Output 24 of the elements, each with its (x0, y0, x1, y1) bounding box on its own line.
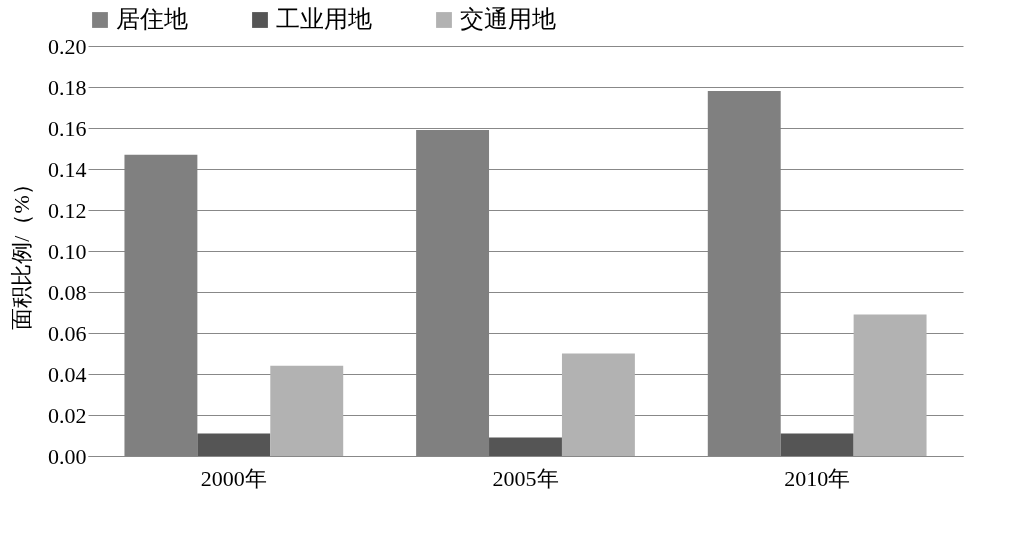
y-tick-label: 0.18 (48, 74, 87, 100)
legend-label: 居住地 (116, 6, 188, 32)
y-axis-title: 面积比例/（%） (9, 173, 34, 330)
bar (561, 353, 635, 456)
x-tick-label: 2010年 (784, 465, 851, 491)
y-tick-label: 0.08 (48, 279, 87, 305)
bar (489, 437, 562, 456)
y-tick-label: 0.10 (48, 238, 87, 264)
y-tick-label: 0.12 (48, 197, 87, 223)
x-tick-label: 2000年 (200, 465, 267, 491)
x-tick-label: 2005年 (492, 465, 559, 491)
legend-label: 交通用地 (460, 6, 556, 32)
bar (780, 433, 854, 456)
y-tick-label: 0.02 (48, 402, 87, 428)
bar (197, 433, 271, 456)
bar (853, 314, 927, 456)
y-tick-label: 0.14 (48, 156, 87, 182)
y-tick-label: 0.16 (48, 115, 87, 141)
y-tick-label: 0.06 (48, 320, 87, 346)
legend-label: 工业用地 (276, 6, 372, 32)
y-tick-label: 0.20 (48, 33, 87, 59)
bar (270, 365, 344, 456)
y-tick-label: 0.00 (48, 443, 87, 469)
y-tick-label: 0.04 (48, 361, 87, 387)
